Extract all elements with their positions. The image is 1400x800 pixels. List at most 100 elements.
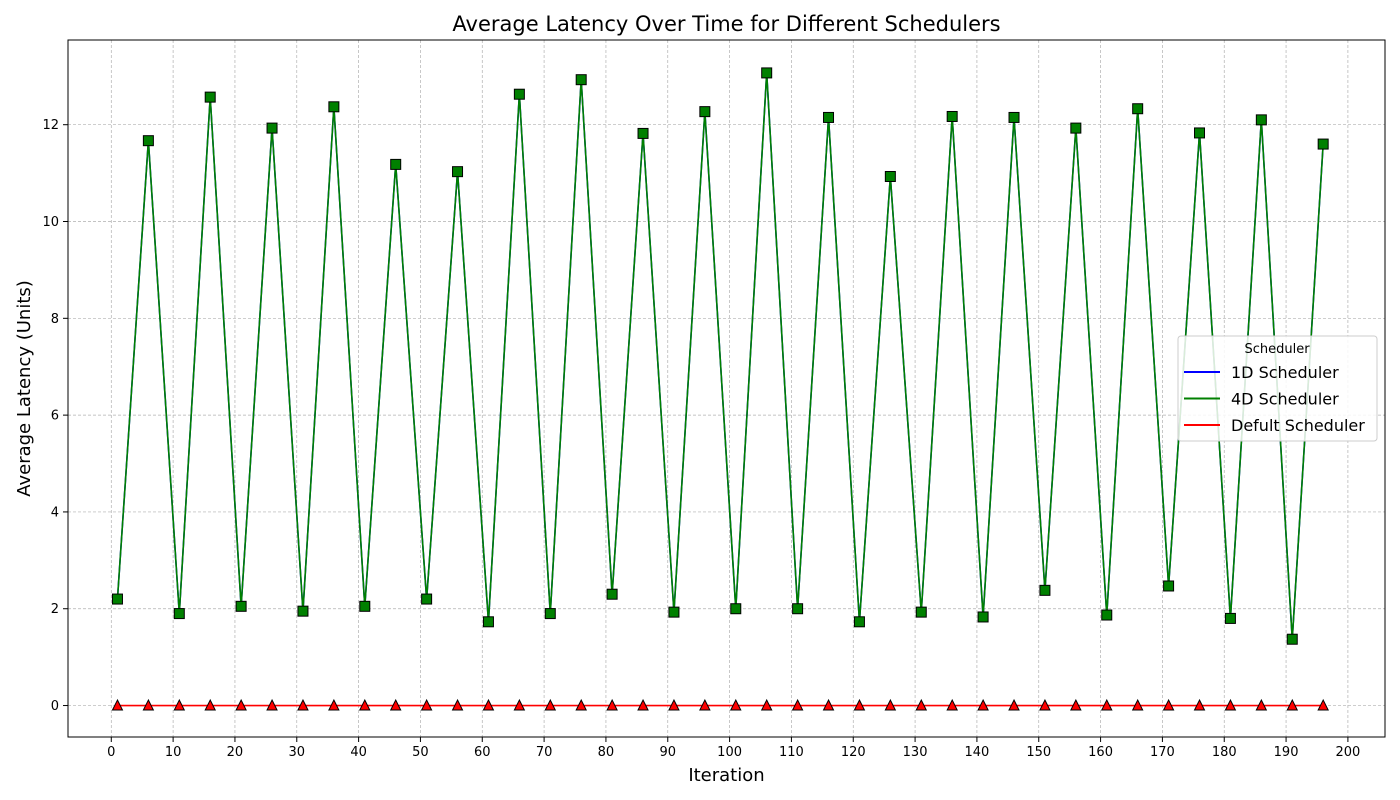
data-point bbox=[884, 698, 897, 711]
data-point bbox=[1101, 609, 1113, 621]
data-point bbox=[111, 593, 123, 605]
data-point bbox=[111, 698, 124, 711]
series-1 bbox=[111, 67, 1329, 645]
data-point bbox=[1286, 633, 1298, 645]
data-point bbox=[1131, 698, 1144, 711]
data-point bbox=[1163, 580, 1175, 592]
data-point bbox=[637, 698, 649, 711]
data-point bbox=[637, 127, 649, 139]
data-point bbox=[513, 88, 525, 100]
x-tick-label: 160 bbox=[1088, 745, 1113, 760]
x-tick-label: 40 bbox=[350, 745, 367, 760]
y-axis: 0 2 4 6 8 10 12 bbox=[42, 118, 68, 714]
data-point bbox=[1162, 698, 1175, 711]
x-tick-label: 60 bbox=[474, 745, 491, 760]
data-point bbox=[606, 698, 618, 711]
data-point bbox=[946, 110, 958, 122]
y-tick-label: 4 bbox=[51, 505, 59, 520]
grid bbox=[68, 40, 1385, 737]
plot-frame bbox=[67, 39, 1386, 738]
chart-title: Average Latency Over Time for Different … bbox=[452, 12, 1000, 36]
y-tick-label: 12 bbox=[42, 118, 59, 133]
legend-title: Scheduler bbox=[1244, 342, 1310, 357]
y-tick-label: 10 bbox=[42, 215, 59, 230]
data-point bbox=[1132, 103, 1144, 115]
data-point bbox=[204, 698, 217, 711]
legend-label: 4D Scheduler bbox=[1231, 390, 1339, 409]
data-point bbox=[1317, 698, 1329, 711]
legend-items: 1D Scheduler 4D Scheduler Defult Scheduler bbox=[1184, 363, 1365, 435]
data-point bbox=[297, 698, 309, 711]
x-tick-label: 10 bbox=[165, 745, 182, 760]
data-point bbox=[760, 698, 773, 711]
data-point bbox=[575, 74, 587, 86]
legend-item: 4D Scheduler bbox=[1184, 390, 1339, 409]
data-point bbox=[421, 593, 433, 605]
data-point bbox=[792, 603, 804, 615]
x-tick-label: 0 bbox=[107, 745, 115, 760]
x-tick-label: 120 bbox=[841, 745, 866, 760]
data-point bbox=[791, 698, 804, 711]
data-point bbox=[1255, 698, 1268, 711]
data-point bbox=[1224, 698, 1237, 711]
series-layer bbox=[111, 67, 1329, 711]
data-point bbox=[853, 616, 865, 628]
data-point bbox=[699, 106, 711, 118]
data-point bbox=[822, 698, 835, 711]
x-tick-label: 170 bbox=[1150, 745, 1175, 760]
x-tick-label: 100 bbox=[717, 745, 742, 760]
series-line bbox=[116, 72, 1324, 641]
data-point bbox=[1070, 122, 1082, 134]
x-tick-label: 110 bbox=[779, 745, 804, 760]
data-point bbox=[451, 698, 464, 711]
legend-label: Defult Scheduler bbox=[1231, 416, 1365, 435]
legend-label: 1D Scheduler bbox=[1231, 363, 1339, 382]
data-point bbox=[328, 698, 340, 711]
x-tick-label: 150 bbox=[1026, 745, 1051, 760]
data-point bbox=[1255, 114, 1267, 126]
data-point bbox=[1039, 698, 1051, 711]
x-tick-label: 180 bbox=[1212, 745, 1237, 760]
data-point bbox=[575, 698, 588, 711]
x-tick-label: 70 bbox=[536, 745, 553, 760]
x-tick-label: 140 bbox=[965, 745, 990, 760]
data-point bbox=[668, 698, 680, 711]
legend-item: Defult Scheduler bbox=[1184, 416, 1365, 435]
data-point bbox=[452, 166, 464, 178]
data-point bbox=[915, 606, 927, 618]
x-axis: 0 10 20 30 40 50 60 70 80 90 100 110 120 130 140 150 160… bbox=[107, 737, 1360, 760]
data-point bbox=[390, 158, 402, 170]
data-point bbox=[358, 698, 371, 711]
data-point bbox=[1008, 111, 1020, 123]
data-point bbox=[1286, 698, 1299, 711]
data-point bbox=[513, 698, 526, 711]
y-tick-label: 6 bbox=[51, 409, 59, 424]
x-tick-label: 130 bbox=[903, 745, 928, 760]
legend-box bbox=[1177, 335, 1378, 442]
data-point bbox=[420, 698, 433, 711]
data-point bbox=[142, 698, 155, 711]
data-point bbox=[1039, 584, 1051, 596]
data-point bbox=[297, 605, 309, 617]
x-tick-label: 190 bbox=[1274, 745, 1299, 760]
data-point bbox=[235, 698, 247, 711]
data-point bbox=[1317, 138, 1329, 150]
data-point bbox=[173, 698, 186, 711]
data-point bbox=[1070, 698, 1082, 711]
data-point bbox=[977, 698, 989, 711]
data-point bbox=[1224, 612, 1236, 624]
x-tick-label: 30 bbox=[289, 745, 306, 760]
data-point bbox=[977, 611, 989, 623]
data-point bbox=[389, 698, 402, 711]
x-tick-label: 200 bbox=[1335, 745, 1360, 760]
data-point bbox=[482, 698, 495, 711]
data-point bbox=[204, 91, 216, 103]
data-point bbox=[266, 698, 278, 711]
data-point bbox=[1100, 698, 1113, 711]
series-2 bbox=[111, 698, 1329, 711]
data-point bbox=[142, 135, 154, 147]
data-point bbox=[946, 698, 958, 711]
data-point bbox=[544, 698, 557, 711]
data-point bbox=[606, 588, 618, 600]
